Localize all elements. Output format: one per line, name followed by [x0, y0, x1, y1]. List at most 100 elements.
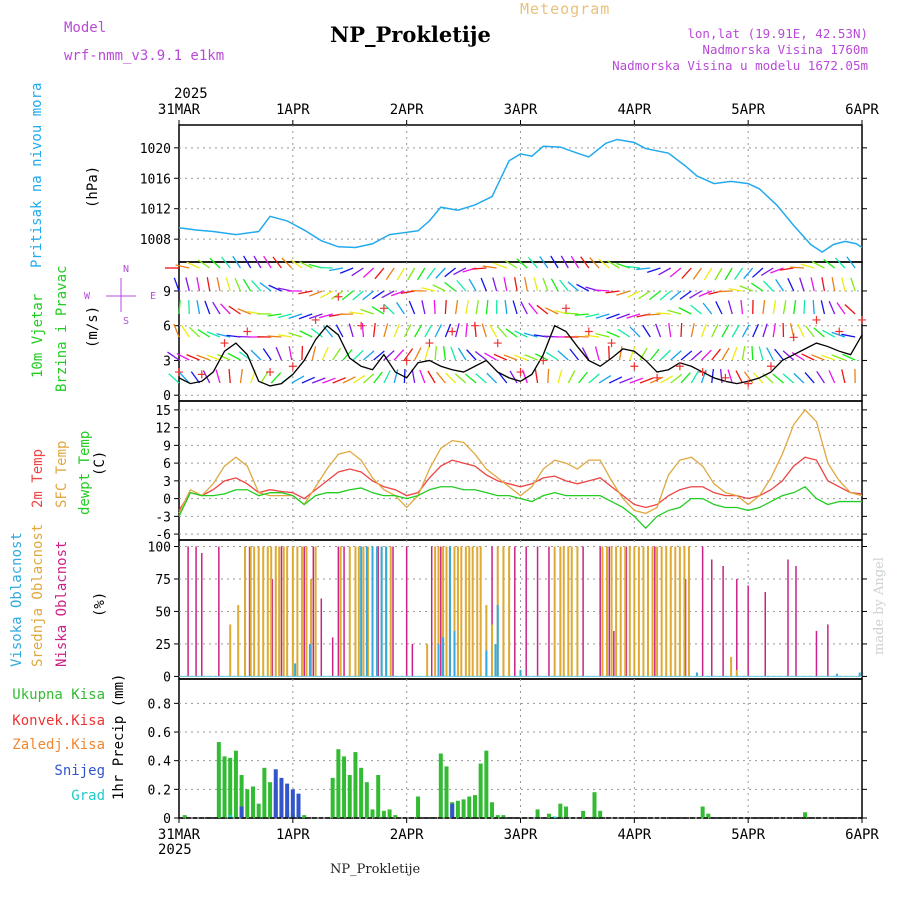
wind-gust-point — [197, 370, 206, 379]
bar-precip-total — [598, 810, 603, 818]
year-label-bottom: 2025 — [158, 842, 192, 858]
wind-arrow — [267, 313, 282, 317]
legend-precip-2: Zaledj.Kisa — [12, 737, 105, 753]
ylabel-cloud-unit: (%) — [92, 592, 108, 617]
wind-arrow — [393, 369, 399, 384]
wind-arrow — [167, 351, 180, 361]
wind-arrow — [371, 306, 385, 315]
wind-arrow — [547, 368, 550, 384]
wind-gust-point — [698, 368, 707, 377]
xtick-label-bottom: 5APR — [731, 827, 765, 843]
wind-arrow — [580, 256, 590, 269]
bar-precip-total — [416, 796, 421, 818]
wind-arrow — [740, 300, 744, 315]
wind-arrow — [403, 348, 414, 361]
wind-arrow — [731, 346, 738, 361]
bar-precip-total — [233, 750, 238, 818]
wind-arrow — [608, 345, 610, 361]
wind-arrow — [627, 290, 641, 298]
bar-precip-snow — [273, 769, 278, 818]
wind-arrow — [381, 290, 395, 299]
wind-arrow — [658, 267, 672, 276]
wind-arrow — [702, 302, 713, 315]
wind-arrow — [277, 334, 292, 338]
wind-arrow — [719, 369, 723, 384]
wind-arrow — [512, 300, 518, 315]
bar-precip-hail — [228, 815, 233, 818]
ylabel-precip-unit: 1hr Precip (mm) — [111, 674, 127, 800]
wind-arrow — [782, 373, 795, 384]
bar-precip-snow — [285, 783, 290, 818]
wind-arrow — [442, 346, 447, 361]
ytick-label-clouds: 25 — [155, 638, 171, 653]
wind-arrow — [444, 323, 452, 338]
wind-arrow — [617, 328, 631, 338]
bar-precip-hail — [552, 816, 557, 818]
wind-arrow — [595, 313, 610, 319]
wind-arrow — [503, 354, 518, 361]
bar-precip-total — [700, 806, 705, 818]
wind-arrow — [728, 288, 743, 292]
wind-arrow — [275, 346, 283, 361]
wind-arrow — [186, 261, 200, 269]
wind-arrow — [352, 349, 364, 361]
wind-gust-point — [653, 373, 662, 382]
wind-arrow — [782, 350, 795, 361]
ytick-label-precip: 0.6 — [148, 726, 171, 741]
wind-arrow — [598, 374, 612, 384]
bar-precip-total — [370, 809, 375, 818]
wind-arrow — [639, 347, 648, 361]
wind-arrow — [667, 309, 682, 315]
wind-arrow — [291, 375, 305, 384]
wind-gust-point — [744, 379, 753, 388]
wind-arrow — [718, 290, 733, 293]
wind-arrow — [842, 353, 856, 361]
xtick-label-top: 4APR — [617, 102, 651, 118]
wind-gust-point — [334, 292, 343, 301]
panel-frame-temp — [178, 400, 863, 541]
wind-arrow — [504, 260, 518, 269]
bar-precip-total — [256, 803, 261, 818]
wind-gust-point — [721, 373, 730, 382]
wind-arrow — [564, 312, 579, 315]
wind-arrow — [803, 299, 806, 315]
xtick-label-bottom: 6APR — [845, 827, 879, 843]
wind-arrow — [416, 267, 426, 281]
bar-precip-snow — [239, 806, 244, 818]
xtick-label-top: 2APR — [390, 102, 424, 118]
wind-arrow — [638, 290, 651, 300]
wind-arrow — [567, 370, 576, 384]
wind-arrow — [585, 334, 600, 338]
wind-arrow — [373, 350, 385, 361]
wind-arrow — [731, 324, 740, 338]
ytick-label-wind: 3 — [163, 354, 171, 369]
wind-arrow — [179, 372, 190, 384]
wind-arrow — [774, 348, 784, 361]
wind-arrow — [435, 267, 446, 279]
wind-arrow — [528, 302, 539, 315]
xtick-label-top: 1APR — [276, 102, 310, 118]
wind-arrow — [846, 256, 856, 269]
bar-precip-total — [706, 813, 711, 818]
wind-arrow — [196, 277, 201, 292]
wind-arrow — [670, 350, 682, 361]
wind-arrow — [504, 300, 508, 315]
bar-precip-total — [444, 766, 449, 818]
wind-arrow — [514, 330, 528, 338]
wind-arrow — [228, 368, 231, 384]
wind-arrow — [290, 259, 303, 269]
wind-arrow — [362, 290, 375, 301]
ytick-label-clouds: 50 — [155, 605, 171, 620]
wind-arrow — [516, 258, 528, 269]
wind-arrow — [678, 307, 692, 315]
wind-arrow — [772, 300, 777, 315]
wind-arrow — [828, 369, 836, 384]
wind-gust-point — [402, 356, 411, 365]
wind-arrow — [351, 267, 364, 277]
wind-arrow — [655, 323, 662, 338]
xtick-label-top: 6APR — [845, 102, 879, 118]
wind-arrow — [831, 277, 836, 292]
wind-arrow — [669, 267, 682, 278]
wind-arrow — [550, 278, 559, 292]
ylabel-pressure-unit: (hPa) — [85, 166, 101, 208]
